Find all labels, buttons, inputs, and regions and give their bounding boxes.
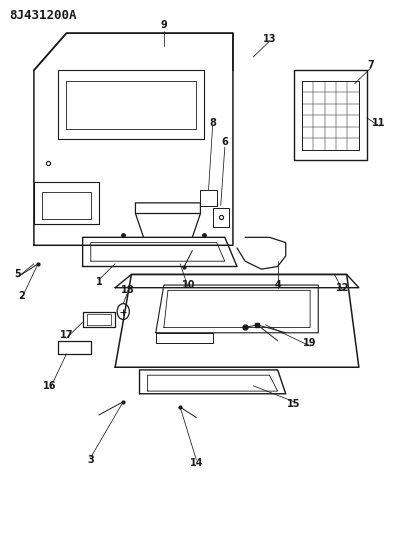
Text: 7: 7 <box>368 60 374 70</box>
Text: 11: 11 <box>373 118 386 128</box>
Text: 12: 12 <box>336 282 349 293</box>
Text: 6: 6 <box>221 137 228 147</box>
Text: 19: 19 <box>303 338 317 349</box>
Text: 10: 10 <box>182 280 195 290</box>
Text: 18: 18 <box>121 285 134 295</box>
Text: 15: 15 <box>287 399 301 409</box>
Text: 8: 8 <box>209 118 216 128</box>
Text: 13: 13 <box>263 34 276 44</box>
Text: 3: 3 <box>88 455 94 465</box>
Text: 4: 4 <box>274 280 281 290</box>
Text: 17: 17 <box>60 330 73 341</box>
Text: 16: 16 <box>43 381 57 391</box>
Text: 9: 9 <box>160 20 167 30</box>
Text: 2: 2 <box>18 290 25 301</box>
Text: 8J431200A: 8J431200A <box>9 10 77 22</box>
Text: 14: 14 <box>190 458 203 467</box>
Text: 1: 1 <box>96 277 102 287</box>
Text: 5: 5 <box>14 270 21 279</box>
